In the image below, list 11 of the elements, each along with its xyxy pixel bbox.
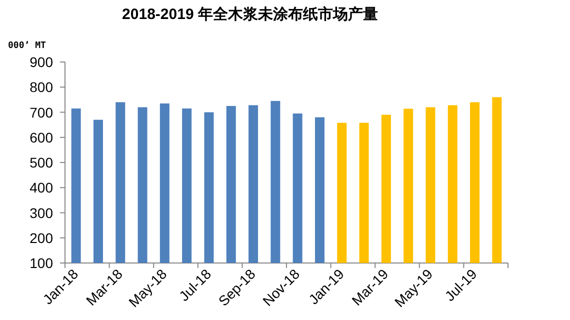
y-tick-label: 200 (30, 230, 54, 246)
y-tick-label: 400 (30, 180, 54, 196)
y-tick-label: 700 (30, 104, 54, 120)
y-tick-label: 900 (30, 54, 54, 70)
y-tick-label: 800 (30, 79, 54, 96)
y-tick-label: 500 (30, 154, 54, 170)
chart-title: 2018-2019 年全木浆未涂布纸市场产量 (122, 5, 378, 23)
y-tick-label: 100 (30, 255, 54, 271)
y-tick-label: 300 (30, 204, 54, 221)
y-axis-title: 000’ MT (8, 41, 47, 51)
y-tick-label: 600 (30, 129, 54, 146)
